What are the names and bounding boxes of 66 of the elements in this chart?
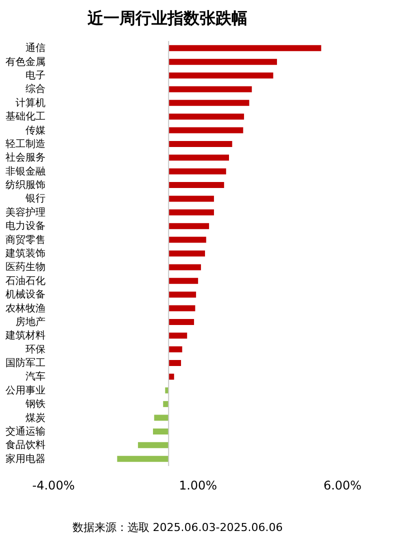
bar bbox=[168, 374, 174, 380]
bar bbox=[168, 360, 182, 366]
x-tick-label: 6.00% bbox=[323, 478, 362, 492]
y-tick-label: 机械设备 bbox=[6, 288, 46, 301]
y-tick-label: 综合 bbox=[26, 83, 46, 96]
bar bbox=[168, 141, 232, 147]
y-tick-label: 煤炭 bbox=[26, 412, 46, 424]
bar bbox=[168, 45, 322, 52]
bar bbox=[168, 114, 244, 120]
y-tick-label: 社会服务 bbox=[6, 152, 46, 164]
y-tick-label: 汽车 bbox=[26, 370, 46, 383]
x-tick-label: -4.00% bbox=[32, 478, 75, 492]
bar bbox=[168, 86, 252, 92]
bar bbox=[168, 264, 201, 270]
y-tick-label: 食品饮料 bbox=[6, 439, 46, 452]
bar bbox=[168, 250, 206, 256]
y-tick-label: 钢铁 bbox=[24, 398, 46, 410]
bar bbox=[168, 58, 277, 65]
y-tick-label: 国防军工 bbox=[6, 357, 46, 369]
chart-title: 近一周行业指数张跌幅 bbox=[86, 8, 248, 28]
bar bbox=[168, 223, 210, 230]
y-tick-label: 美容护理 bbox=[6, 206, 46, 218]
y-tick-label: 基础化工 bbox=[6, 110, 46, 123]
y-tick-label: 轻工制造 bbox=[6, 138, 46, 150]
y-tick-label: 商贸零售 bbox=[6, 234, 46, 246]
bar bbox=[168, 292, 196, 298]
bar bbox=[168, 127, 244, 134]
y-tick-label: 传媒 bbox=[26, 125, 46, 136]
y-tick-label: 医药生物 bbox=[6, 261, 46, 274]
y-tick-label: 建筑材料 bbox=[4, 330, 46, 342]
y-tick-label: 电力设备 bbox=[6, 220, 46, 232]
y-tick-label: 交通运输 bbox=[6, 425, 46, 438]
y-tick-label: 纺织服饰 bbox=[6, 179, 46, 192]
y-tick-label: 电子 bbox=[26, 70, 46, 82]
bar bbox=[163, 401, 169, 408]
bar bbox=[168, 209, 214, 216]
bar bbox=[168, 196, 214, 202]
y-tick-label: 通信 bbox=[26, 42, 46, 54]
bar bbox=[117, 456, 169, 462]
bar bbox=[168, 236, 206, 243]
bar bbox=[168, 332, 188, 339]
bar bbox=[168, 182, 224, 188]
y-tick-label: 建筑装饰 bbox=[4, 248, 46, 260]
source-note: 数据来源：选取 2025.06.03-2025.06.06 bbox=[72, 521, 283, 534]
y-tick-label: 农林牧渔 bbox=[6, 302, 46, 314]
y-tick-label: 房地产 bbox=[16, 316, 46, 328]
bar bbox=[168, 318, 194, 325]
bar bbox=[138, 442, 169, 448]
x-tick-label: 1.00% bbox=[178, 478, 218, 492]
y-tick-label: 计算机 bbox=[16, 96, 46, 109]
bar bbox=[168, 346, 182, 352]
bar bbox=[154, 414, 169, 421]
y-tick-label: 有色金属 bbox=[6, 56, 46, 68]
bar bbox=[168, 305, 196, 312]
bar bbox=[168, 154, 229, 161]
y-tick-label: 石油石化 bbox=[6, 274, 46, 287]
y-tick-label: 公用事业 bbox=[6, 384, 46, 396]
bar bbox=[168, 72, 274, 79]
bar bbox=[168, 278, 198, 284]
bar bbox=[152, 428, 169, 434]
bar bbox=[168, 168, 226, 174]
y-tick-label: 银行 bbox=[24, 194, 46, 205]
y-tick-label: 环保 bbox=[26, 344, 46, 356]
bar bbox=[168, 100, 250, 106]
y-tick-label: 非银金融 bbox=[6, 165, 46, 178]
y-tick-label: 家用电器 bbox=[6, 452, 46, 465]
